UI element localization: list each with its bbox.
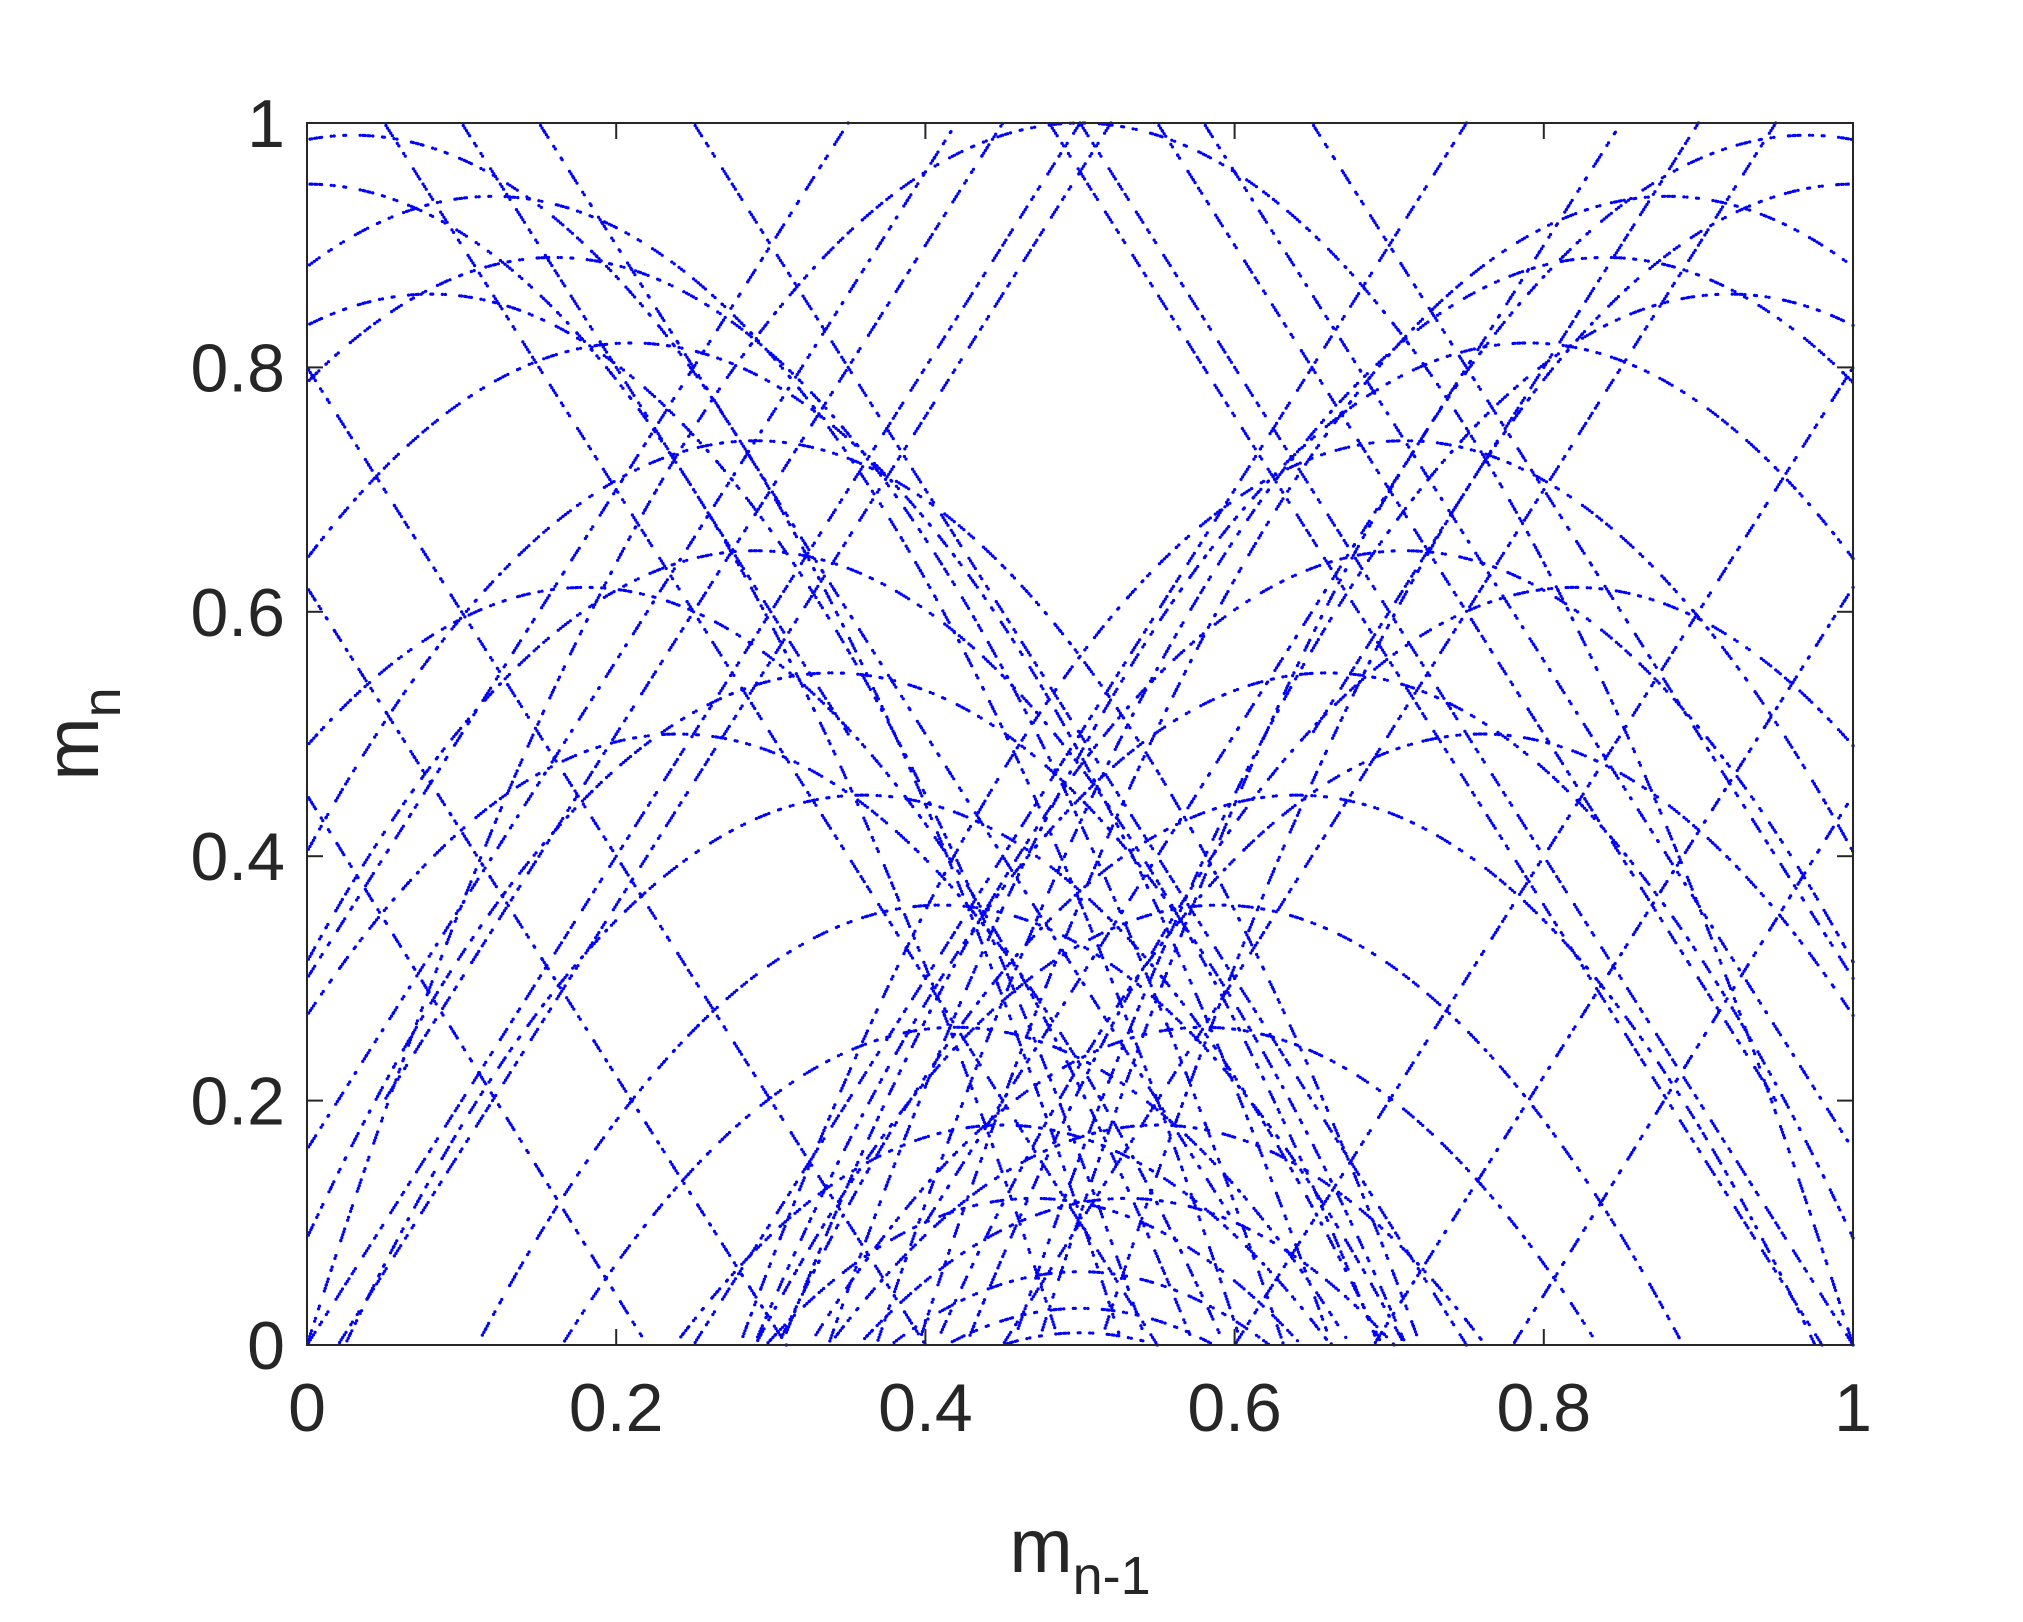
data-series-58 — [307, 121, 850, 978]
data-series-38 — [337, 121, 1113, 1345]
y-axis-label-subscript: n — [72, 687, 132, 717]
y-tick-label: 1 — [247, 86, 285, 162]
data-series-37 — [1080, 123, 1855, 1347]
data-series-20 — [950, 1306, 1213, 1345]
data-series-50 — [538, 123, 1231, 1216]
data-series-54 — [461, 123, 850, 736]
x-tick-label: 0.2 — [569, 1370, 664, 1446]
data-series-31 — [1016, 292, 1855, 1330]
data-series-35 — [939, 732, 1855, 1334]
data-series-24 — [307, 255, 1285, 1345]
data-series-46 — [307, 796, 644, 1338]
data-marks — [306, 121, 1855, 1347]
x-tick-label: 0.4 — [878, 1370, 973, 1446]
data-series-56 — [307, 588, 788, 1347]
data-series-19 — [892, 1270, 1271, 1346]
data-series-39 — [1049, 123, 1824, 1347]
data-series-33 — [968, 585, 1855, 1337]
data-series-59 — [1311, 123, 1855, 980]
data-series-16 — [833, 1123, 1483, 1341]
x-tick-label: 0.8 — [1497, 1370, 1592, 1446]
data-series-22 — [307, 194, 1240, 1333]
data-series-26 — [308, 133, 1121, 1335]
data-series-55 — [1311, 121, 1701, 734]
y-axis-label-base: m — [30, 717, 115, 780]
data-series-43 — [1203, 123, 1850, 1143]
data-series-48 — [384, 123, 1159, 1347]
data-series-25 — [876, 255, 1855, 1342]
data-series-3 — [306, 439, 1419, 1337]
data-series-49 — [1002, 121, 1778, 1345]
data-series-29 — [1103, 182, 1850, 1330]
data-series-32 — [307, 585, 1192, 1336]
data-series-51 — [925, 130, 1617, 1222]
data-series-57 — [1373, 585, 1855, 1345]
data-series-44 — [307, 368, 927, 1347]
data-series-7 — [306, 671, 1406, 1342]
x-axis-label: mn-1 — [1009, 1504, 1150, 1606]
y-tick-label: 0.2 — [190, 1064, 285, 1140]
plot-frame — [306, 122, 1854, 1346]
data-series-9 — [345, 793, 1382, 1343]
y-tick-label: 0.6 — [190, 575, 285, 651]
data-series-40 — [384, 121, 1005, 1100]
x-tick-label: 0.6 — [1187, 1370, 1282, 1446]
data-series-42 — [307, 130, 953, 1149]
data-series-4 — [741, 439, 1855, 1339]
data-series-36 — [307, 121, 1082, 1345]
y-tick-label: 0 — [247, 1308, 285, 1384]
data-series-23 — [919, 194, 1848, 1336]
x-tick-label: 1 — [1834, 1370, 1872, 1446]
data-series-27 — [1040, 133, 1853, 1332]
x-axis-label-subscript: n-1 — [1073, 1546, 1151, 1606]
y-tick-label: 0.8 — [190, 330, 285, 406]
data-series-11 — [480, 903, 1404, 1341]
data-series-30 — [308, 292, 1144, 1331]
data-series-53 — [693, 121, 1469, 1345]
y-axis-label: mn — [30, 687, 132, 780]
x-tick-label: 0 — [288, 1370, 326, 1446]
data-series-52 — [693, 123, 1469, 1347]
data-series-45 — [1234, 366, 1855, 1345]
data-series-8 — [755, 671, 1855, 1339]
y-tick-label: 0.4 — [190, 819, 285, 895]
x-axis-label-base: m — [1009, 1504, 1072, 1589]
data-series-28 — [308, 182, 1057, 1330]
data-series-12 — [756, 903, 1681, 1343]
x-tick-labels: 0 0.2 0.4 0.6 0.8 1 — [288, 1370, 1872, 1446]
y-tick-labels: 0 0.2 0.4 0.6 0.8 1 — [190, 86, 285, 1384]
data-series-47 — [1512, 802, 1849, 1344]
